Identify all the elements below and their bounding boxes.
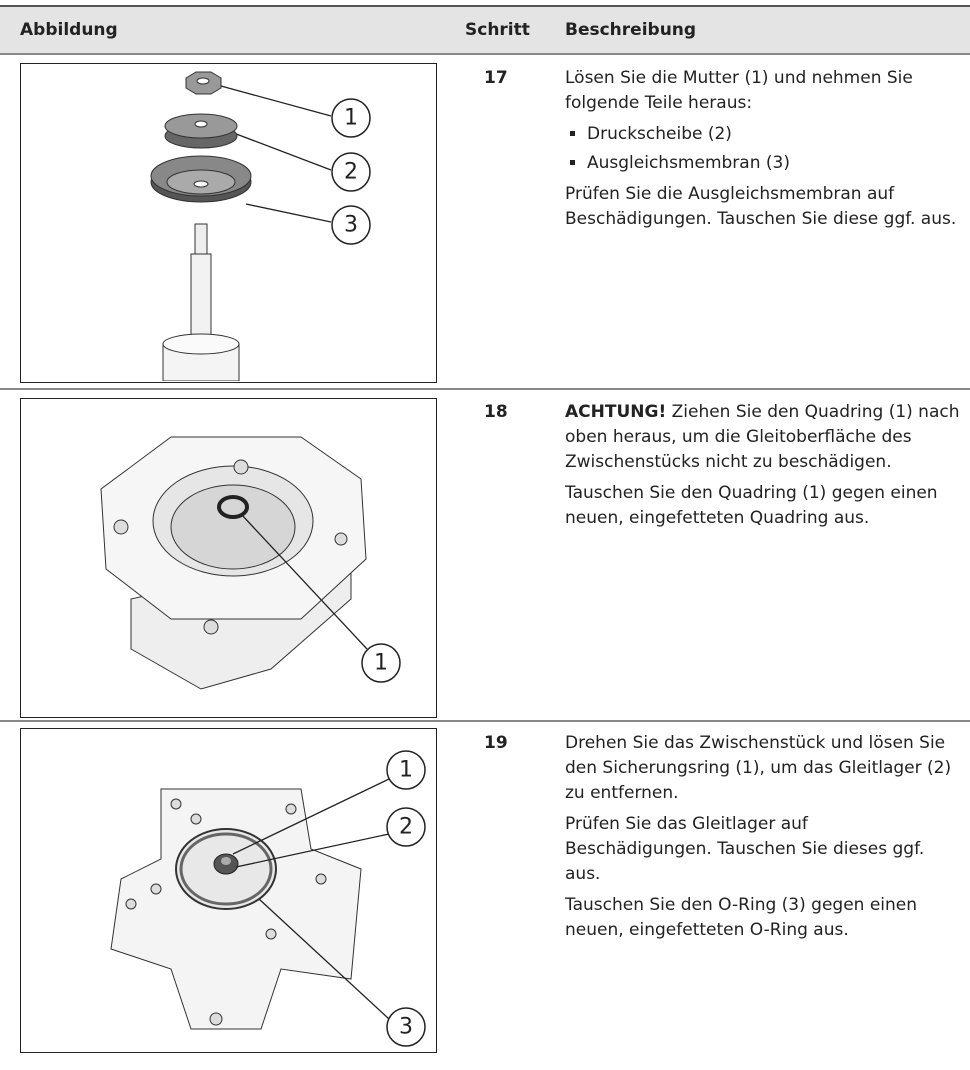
step-number: 19 — [484, 733, 508, 753]
callout: 2 — [386, 807, 426, 847]
bullet-list: Druckscheibe (2) Ausgleichsmembran (3) — [565, 122, 960, 176]
callout-number: 1 — [374, 651, 388, 676]
callout: 1 — [361, 643, 401, 683]
callout: 3 — [386, 1007, 426, 1047]
figure: 1 2 3 — [20, 63, 437, 383]
callout-number: 3 — [399, 1015, 413, 1040]
row-separator — [0, 388, 970, 390]
paragraph: ACHTUNG! Ziehen Sie den Quadring (1) nac… — [565, 400, 960, 475]
header-step: Schritt — [465, 20, 530, 40]
warning-label: ACHTUNG! — [565, 402, 667, 422]
step-number: 18 — [484, 402, 508, 422]
callout: 1 — [331, 98, 371, 138]
paragraph: Drehen Sie das Zwischenstück und lösen S… — [565, 731, 960, 806]
paragraph-text: Tauschen Sie den O-Ring (3) gegen einen … — [565, 895, 918, 940]
paragraph-text: Prüfen Sie die Ausgleichsmembran auf Bes… — [565, 184, 957, 229]
callout-number: 2 — [399, 815, 413, 840]
paragraph: Tauschen Sie den Quadring (1) gegen eine… — [565, 481, 960, 531]
callout: 3 — [331, 205, 371, 245]
paragraph: Tauschen Sie den O-Ring (3) gegen einen … — [565, 893, 960, 943]
table-header: Abbildung Schritt Beschreibung — [0, 5, 970, 55]
paragraph-text: Drehen Sie das Zwischenstück und lösen S… — [565, 733, 952, 803]
paragraph-text: Ziehen Sie den Quadring (1) nach oben he… — [565, 402, 960, 472]
paragraph: Lösen Sie die Mutter (1) und nehmen Sie … — [565, 66, 960, 116]
bullet-item: Druckscheibe (2) — [587, 122, 960, 147]
description: Lösen Sie die Mutter (1) und nehmen Sie … — [565, 66, 960, 238]
paragraph: Prüfen Sie die Ausgleichsmembran auf Bes… — [565, 182, 960, 232]
callout-number: 3 — [344, 213, 358, 238]
bullet-item: Ausgleichsmembran (3) — [587, 151, 960, 176]
header-figure: Abbildung — [20, 20, 118, 40]
illustration: 1 2 3 — [110, 750, 426, 1047]
illustration: 1 — [100, 436, 401, 690]
callout-number: 1 — [399, 758, 413, 783]
figure: 1 2 3 — [20, 728, 437, 1053]
callout-number: 2 — [344, 160, 358, 185]
description: ACHTUNG! Ziehen Sie den Quadring (1) nac… — [565, 400, 960, 537]
callout: 1 — [386, 750, 426, 790]
paragraph-text: Lösen Sie die Mutter (1) und nehmen Sie … — [565, 68, 913, 113]
description: Drehen Sie das Zwischenstück und lösen S… — [565, 731, 960, 949]
row-separator — [0, 720, 970, 722]
callout: 2 — [331, 152, 371, 192]
illustration: 1 2 3 — [150, 71, 371, 381]
paragraph-text: Prüfen Sie das Gleitlager auf Beschädigu… — [565, 814, 925, 884]
paragraph-text: Tauschen Sie den Quadring (1) gegen eine… — [565, 483, 938, 528]
header-description: Beschreibung — [565, 20, 697, 40]
paragraph: Prüfen Sie das Gleitlager auf Beschädigu… — [565, 812, 960, 887]
figure: 1 — [20, 398, 437, 718]
callout-number: 1 — [344, 106, 358, 131]
step-number: 17 — [484, 68, 508, 88]
